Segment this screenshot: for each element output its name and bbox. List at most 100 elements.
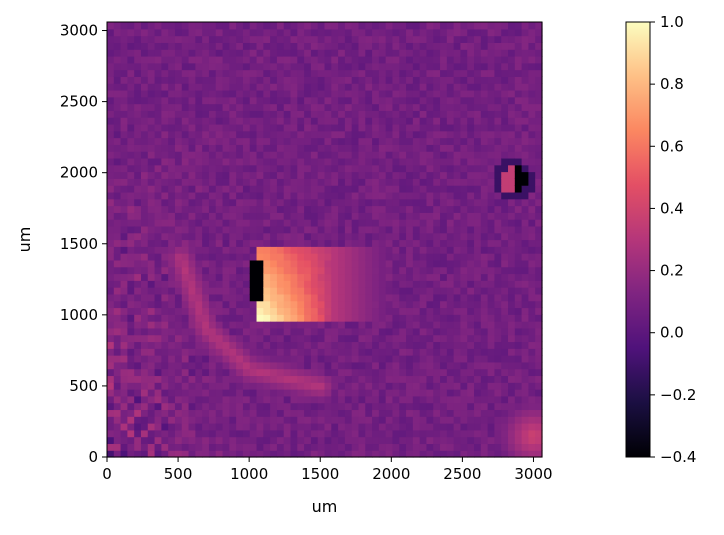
heatmap-cell xyxy=(528,307,536,315)
heatmap-cell xyxy=(392,321,400,329)
heatmap-cell xyxy=(508,89,516,98)
heatmap-cell xyxy=(222,239,230,247)
heatmap-cell xyxy=(331,239,339,247)
heatmap-cell xyxy=(188,198,196,207)
heatmap-cell xyxy=(460,110,468,118)
heatmap-cell xyxy=(446,55,455,64)
heatmap-cell xyxy=(147,416,156,424)
heatmap-cell xyxy=(378,164,387,173)
heatmap-cell xyxy=(385,280,394,288)
heatmap-cell xyxy=(134,334,142,343)
heatmap-cell xyxy=(514,185,523,193)
heatmap-cell xyxy=(467,219,475,227)
heatmap-cell xyxy=(188,266,196,275)
heatmap-cell xyxy=(372,266,380,275)
heatmap-cell xyxy=(290,368,298,377)
heatmap-cell xyxy=(188,348,196,356)
heatmap-cell xyxy=(508,361,516,370)
heatmap-cell xyxy=(161,62,169,71)
heatmap-cell xyxy=(528,62,536,71)
heatmap-cell xyxy=(304,280,312,288)
heatmap-cell xyxy=(317,253,326,261)
heatmap-cell xyxy=(317,69,326,77)
heatmap-cell xyxy=(202,49,210,57)
heatmap-cell xyxy=(140,42,149,50)
heatmap-cell xyxy=(399,22,407,30)
heatmap-cell xyxy=(168,205,176,213)
heatmap-cell xyxy=(208,280,217,288)
heatmap-cell xyxy=(283,416,292,424)
heatmap-cell xyxy=(378,137,387,145)
heatmap-cell xyxy=(440,123,448,132)
heatmap-cell xyxy=(338,361,346,370)
x-tick-label: 2000 xyxy=(372,465,410,483)
heatmap-cell xyxy=(419,130,428,139)
heatmap-cell xyxy=(120,307,128,315)
heatmap-cell xyxy=(406,382,414,390)
heatmap-cell xyxy=(460,273,468,281)
heatmap-cell xyxy=(208,314,217,322)
heatmap-cell xyxy=(242,219,251,227)
heatmap-cell xyxy=(242,96,251,105)
heatmap-cell xyxy=(446,355,455,363)
heatmap-cell xyxy=(290,239,298,247)
heatmap-cell xyxy=(113,130,122,139)
heatmap-cell xyxy=(372,287,380,295)
heatmap-cell xyxy=(378,171,387,179)
heatmap-cell xyxy=(344,402,353,411)
heatmap-cell xyxy=(229,273,237,281)
heatmap-cell xyxy=(365,62,373,71)
heatmap-cell xyxy=(310,259,319,268)
heatmap-cell xyxy=(222,28,230,37)
heatmap-cell xyxy=(453,287,462,295)
heatmap-cell xyxy=(249,117,258,125)
heatmap-cell xyxy=(310,35,319,43)
heatmap-cell xyxy=(229,259,237,268)
heatmap-cell xyxy=(168,368,176,377)
heatmap-cell xyxy=(222,402,230,411)
heatmap-cell xyxy=(181,123,190,132)
heatmap-cell xyxy=(195,110,203,118)
heatmap-cell xyxy=(365,266,373,275)
heatmap-cell xyxy=(344,89,353,98)
heatmap-cell xyxy=(249,49,258,57)
heatmap-cell xyxy=(446,117,455,125)
heatmap-cell xyxy=(140,375,149,383)
heatmap-cell xyxy=(256,191,264,200)
heatmap-cell xyxy=(290,69,298,77)
heatmap-cell xyxy=(446,212,455,220)
heatmap-cell xyxy=(161,185,169,193)
heatmap-cell xyxy=(365,389,373,397)
heatmap-cell xyxy=(501,300,509,309)
heatmap-cell xyxy=(324,253,332,261)
heatmap-cell xyxy=(297,137,305,145)
heatmap-cell xyxy=(215,287,224,295)
heatmap-cell xyxy=(535,117,543,125)
heatmap-cell xyxy=(283,171,292,179)
heatmap-cell xyxy=(181,164,190,173)
heatmap-cell xyxy=(168,395,176,404)
heatmap-cell xyxy=(351,28,360,37)
heatmap-cell xyxy=(154,123,162,132)
heatmap-cell xyxy=(107,348,115,356)
heatmap-cell xyxy=(310,171,319,179)
heatmap-cell xyxy=(535,151,543,159)
heatmap-cell xyxy=(276,35,285,43)
heatmap-cell xyxy=(229,22,237,30)
heatmap-cell xyxy=(494,110,502,118)
heatmap-cell xyxy=(494,436,502,445)
heatmap-cell xyxy=(508,416,516,424)
heatmap-cell xyxy=(127,83,135,91)
heatmap-cell xyxy=(202,361,210,370)
heatmap-cell xyxy=(229,69,237,77)
heatmap-cell xyxy=(202,436,210,445)
heatmap-cell xyxy=(392,402,400,411)
heatmap-cell xyxy=(501,287,509,295)
heatmap-cell xyxy=(107,307,115,315)
heatmap-cell xyxy=(140,314,149,322)
heatmap-cell xyxy=(229,436,237,445)
heatmap-cell xyxy=(399,205,407,213)
heatmap-cell xyxy=(208,185,217,193)
heatmap-cell xyxy=(188,185,196,193)
heatmap-cell xyxy=(406,341,414,349)
